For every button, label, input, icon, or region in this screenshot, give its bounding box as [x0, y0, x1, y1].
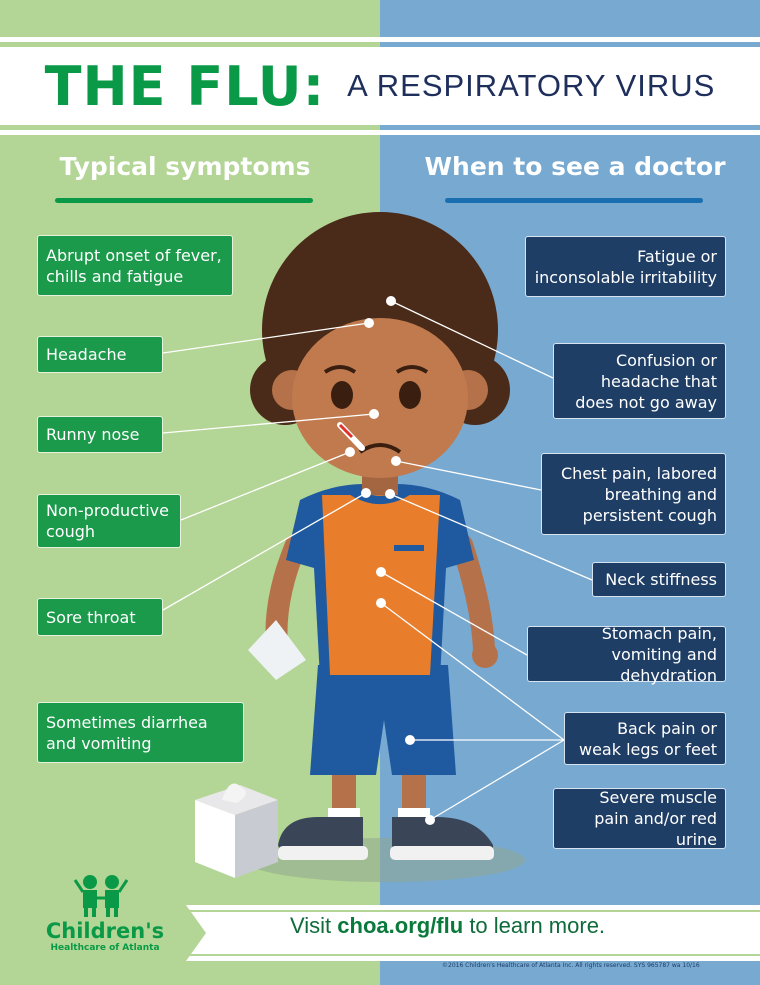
tissue-box-icon — [195, 783, 278, 878]
doctor-underline — [445, 198, 703, 203]
warning-stomach-pain: Stomach pain, vomiting and dehydration — [527, 624, 726, 685]
visit-link[interactable]: choa.org/flu — [337, 913, 464, 938]
shoe-left-icon — [278, 817, 368, 860]
symptom-runny-nose: Runny nose — [37, 416, 163, 453]
page-subtitle: A RESPIRATORY VIRUS — [347, 68, 716, 103]
symptom-diarrhea-vomiting: Sometimes diarrhea and vomiting — [37, 702, 244, 763]
face — [292, 318, 468, 478]
shirt — [286, 484, 474, 678]
symptoms-underline — [55, 198, 313, 203]
symptom-dots — [345, 296, 435, 825]
warning-back-pain: Back pain or weak legs or feet — [564, 712, 726, 765]
copyright: ©2016 Children's Healthcare of Atlanta I… — [442, 962, 700, 969]
symptom-cough: Non-productive cough — [37, 494, 181, 548]
visit-message: Visit choa.org/flu to learn more. — [290, 913, 605, 939]
leader-lines — [162, 300, 593, 821]
visit-suffix: to learn more. — [469, 913, 606, 938]
logo-kids-icon — [73, 875, 129, 917]
thermometer-icon — [337, 422, 365, 451]
face-features — [290, 260, 470, 454]
visit-prefix: Visit — [290, 913, 332, 938]
warning-neck-stiffness: Neck stiffness — [592, 562, 726, 597]
shorts — [310, 665, 456, 775]
warning-fatigue: Fatigue or inconsolable irritability — [525, 236, 726, 297]
logo-subtitle: Healthcare of Atlanta — [50, 943, 160, 953]
symptom-headache: Headache — [37, 336, 163, 373]
symptoms-heading: Typical symptoms — [59, 152, 311, 181]
warning-confusion: Confusion or headache that does not go a… — [553, 343, 726, 419]
title-banner: THE FLU: A RESPIRATORY VIRUS — [0, 47, 760, 125]
warning-muscle-pain: Severe muscle pain and/or red urine — [553, 788, 726, 849]
symptom-sore-throat: Sore throat — [37, 598, 163, 636]
tissue-in-hand — [248, 620, 306, 680]
page-title: THE FLU: — [44, 54, 326, 118]
symptom-fever-chills: Abrupt onset of fever, chills and fatigu… — [37, 235, 233, 296]
logo-name: Children's — [45, 919, 165, 943]
title-stripe-bottom — [0, 130, 760, 135]
footer-banner — [186, 905, 760, 961]
shoe-right-icon — [390, 817, 494, 860]
warning-chest-pain: Chest pain, labored breathing and persis… — [541, 453, 726, 535]
title-stripe-top — [0, 37, 760, 42]
choa-logo: Children's Healthcare of Atlanta — [40, 875, 170, 953]
logo-spacer — [40, 875, 170, 917]
doctor-heading: When to see a doctor — [424, 152, 726, 181]
